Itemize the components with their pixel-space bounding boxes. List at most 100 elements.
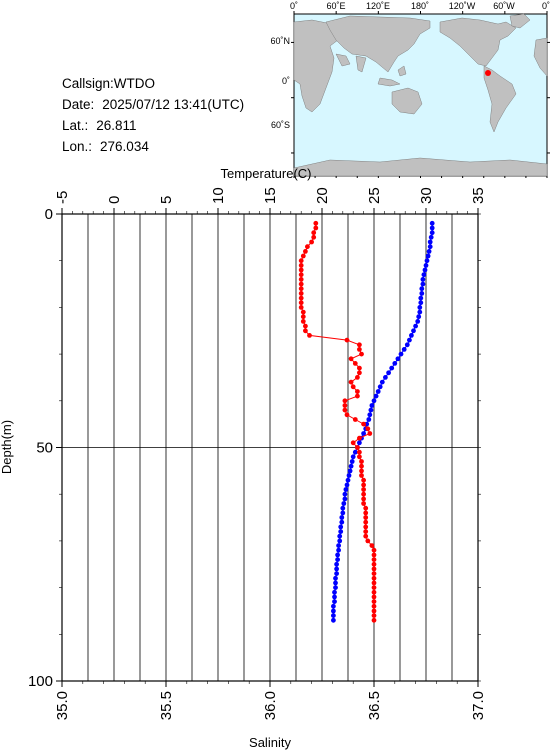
series-point-1 [371,561,377,567]
series-point-1 [361,491,366,497]
plot-ticks [56,208,481,687]
salinity-tick-label-2: 36.0 [262,691,279,720]
series-point-0 [416,314,422,320]
series-point-1 [371,594,377,600]
series-point-1 [371,608,377,614]
land-greenland [509,13,531,29]
series-point-1 [361,487,366,492]
series-point-0 [419,291,425,296]
series-point-0 [337,533,343,539]
series-point-0 [415,319,421,324]
map-ticks [291,11,550,178]
lat-label: Lat.: [62,118,89,133]
series-point-0 [331,613,336,618]
depth-tick-label-0: 0 [45,206,53,223]
series-point-1 [300,253,306,259]
series-point-0 [339,519,345,525]
series-point-1 [303,328,308,334]
series-point-1 [369,543,375,548]
salinity-tick-label-1: 35.5 [158,691,175,720]
depth-tick-label-1: 50 [36,440,53,457]
series-point-1 [298,286,304,292]
series-point-1 [300,314,306,320]
land-australia [391,87,423,115]
temperature-axis-title: Temperature(C) [220,166,311,181]
map-lat-label-60s: 60˚S [271,120,290,130]
series-point-0 [429,230,435,236]
temperature-tick-label-3: 10 [210,187,227,204]
series-point-0 [342,496,348,502]
series-point-0 [332,599,337,604]
series-point-0 [334,561,339,567]
series-point-1 [357,365,362,371]
callsign-label: Callsign: [62,76,114,91]
series-point-0 [419,286,425,292]
temperature-tick-label-2: 5 [158,196,175,204]
lat-value: 26.811 [96,118,137,133]
series-point-0 [417,305,423,310]
land-indonesia [377,65,407,87]
salinity-axis-title: Salinity [249,735,291,750]
map-lon-label-0: 0˚ [290,1,298,11]
series-point-0 [350,454,356,460]
series-point-1 [371,599,377,604]
series-point-1 [298,263,304,268]
series-point-1 [309,239,314,245]
series-point-0 [333,585,338,590]
series-point-1 [298,295,304,301]
series-point-0 [423,263,429,268]
series-point-0 [418,295,424,301]
land-india [335,53,367,73]
series-point-1 [300,309,306,315]
series-point-0 [424,258,430,264]
series-point-1 [298,277,304,282]
series-point-0 [348,463,354,469]
temperature-tick-label-7: 30 [418,187,435,204]
series-0 [331,220,435,623]
series-point-1 [361,482,366,488]
series-point-1 [298,300,304,306]
series-point-0 [340,510,346,516]
series-point-0 [332,594,337,600]
map-lon-label-360: 0˚ [542,1,550,11]
series-point-1 [371,566,377,572]
series-point-0 [333,580,338,586]
land-africa-right [533,37,548,77]
series-point-1 [350,384,356,390]
series-point-1 [371,575,377,581]
series-point-0 [366,417,372,422]
series-point-0 [334,566,339,572]
temperature-tick-label-4: 15 [262,187,279,204]
series-point-0 [337,538,343,544]
series-point-0 [339,515,345,520]
series-point-1 [359,468,364,474]
series-point-1 [361,421,366,427]
series-point-0 [335,557,340,562]
series-point-1 [371,557,377,562]
series-point-1 [352,417,358,422]
series-point-1 [371,585,377,590]
series-point-1 [363,529,369,534]
series-point-0 [340,505,346,511]
lat-row: Lat.: 26.811 [62,115,244,136]
series-point-0 [386,370,391,376]
series-point-1 [365,538,371,544]
temperature-tick-label-5: 20 [314,187,331,204]
series-point-1 [371,552,377,558]
station-info: Callsign:WTDO Date: 2025/07/12 13:41(UTC)… [62,73,244,157]
series-point-0 [344,482,350,488]
series-point-0 [346,473,352,478]
land-antarctica [293,157,548,177]
map-lon-label-60w: 60˚W [493,1,515,11]
plot-series [298,220,435,623]
series-point-1 [371,613,377,618]
series-point-0 [395,356,401,362]
series-point-0 [342,491,348,497]
map-lon-label-120e: 120˚E [366,1,390,11]
series-point-0 [338,529,344,534]
series-point-1 [355,393,360,399]
series-point-0 [425,253,431,259]
series-point-1 [357,449,362,455]
series-point-0 [398,351,404,357]
